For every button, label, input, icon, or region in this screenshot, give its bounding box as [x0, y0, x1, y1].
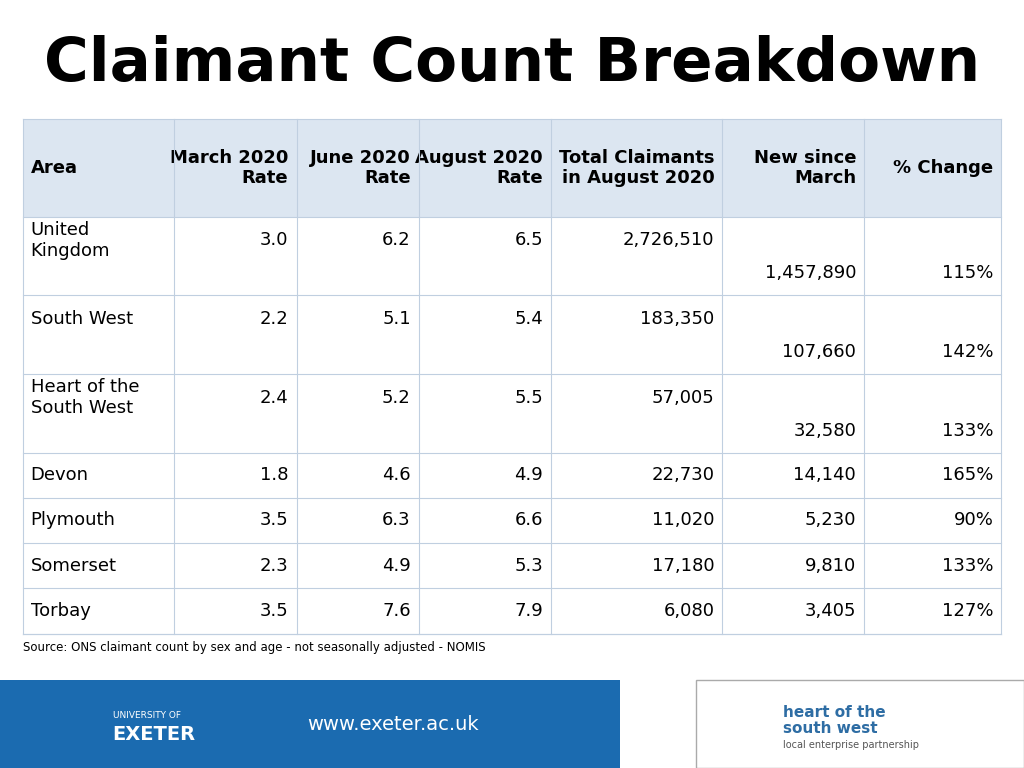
Text: 5.2: 5.2: [382, 389, 411, 406]
Text: Heart of the
South West: Heart of the South West: [31, 378, 139, 417]
Text: 6.3: 6.3: [382, 511, 411, 529]
Text: 4.9: 4.9: [514, 466, 543, 484]
Text: 90%: 90%: [953, 511, 993, 529]
Text: 6,080: 6,080: [664, 602, 715, 620]
Text: 2.2: 2.2: [260, 310, 289, 328]
Polygon shape: [709, 691, 766, 726]
Text: 3.0: 3.0: [260, 231, 289, 250]
Text: Source: ONS claimant count by sex and age - not seasonally adjusted - NOMIS: Source: ONS claimant count by sex and ag…: [23, 641, 485, 654]
Text: South West: South West: [31, 310, 133, 328]
Text: 5.1: 5.1: [382, 310, 411, 328]
Text: 127%: 127%: [942, 602, 993, 620]
Text: heart of the: heart of the: [783, 705, 886, 720]
Text: % Change: % Change: [893, 159, 993, 177]
Text: 165%: 165%: [942, 466, 993, 484]
Text: 9,810: 9,810: [805, 557, 856, 574]
Text: Area: Area: [31, 159, 78, 177]
Text: 6.5: 6.5: [514, 231, 543, 250]
Polygon shape: [737, 712, 766, 753]
Text: Total Claimants
in August 2020: Total Claimants in August 2020: [559, 148, 715, 187]
Text: 17,180: 17,180: [651, 557, 715, 574]
Text: 57,005: 57,005: [651, 389, 715, 406]
Text: 6.6: 6.6: [514, 511, 543, 529]
Text: 142%: 142%: [942, 343, 993, 361]
Text: 5.4: 5.4: [514, 310, 543, 328]
Text: 6.2: 6.2: [382, 231, 411, 250]
Text: 22,730: 22,730: [651, 466, 715, 484]
Text: 7.6: 7.6: [382, 602, 411, 620]
Text: EXETER: EXETER: [113, 726, 196, 744]
Text: 107,660: 107,660: [782, 343, 856, 361]
Text: 133%: 133%: [942, 422, 993, 439]
Text: June 2020
Rate: June 2020 Rate: [310, 148, 411, 187]
Text: Somerset: Somerset: [31, 557, 117, 574]
Text: local enterprise partnership: local enterprise partnership: [783, 740, 920, 750]
Text: 133%: 133%: [942, 557, 993, 574]
Polygon shape: [709, 712, 737, 753]
Text: 5.5: 5.5: [514, 389, 543, 406]
Text: 5,230: 5,230: [805, 511, 856, 529]
Text: 1,457,890: 1,457,890: [765, 264, 856, 283]
Text: 3.5: 3.5: [260, 511, 289, 529]
Text: August 2020
Rate: August 2020 Rate: [416, 148, 543, 187]
Text: 2.3: 2.3: [260, 557, 289, 574]
Text: Claimant Count Breakdown: Claimant Count Breakdown: [44, 35, 980, 94]
Text: south west: south west: [783, 720, 878, 736]
Text: 1.8: 1.8: [260, 466, 289, 484]
Text: 2.4: 2.4: [260, 389, 289, 406]
Text: 5.3: 5.3: [514, 557, 543, 574]
Polygon shape: [709, 726, 766, 753]
Text: 183,350: 183,350: [640, 310, 715, 328]
Text: UNIVERSITY OF: UNIVERSITY OF: [113, 711, 180, 720]
Text: March 2020
Rate: March 2020 Rate: [170, 148, 289, 187]
Text: 14,140: 14,140: [794, 466, 856, 484]
Text: 3.5: 3.5: [260, 602, 289, 620]
Text: New since
March: New since March: [754, 148, 856, 187]
Text: 32,580: 32,580: [794, 422, 856, 439]
Text: 2,726,510: 2,726,510: [623, 231, 715, 250]
Text: 115%: 115%: [942, 264, 993, 283]
Text: 4.6: 4.6: [382, 466, 411, 484]
Text: 7.9: 7.9: [514, 602, 543, 620]
Text: Torbay: Torbay: [31, 602, 90, 620]
Text: 11,020: 11,020: [652, 511, 715, 529]
Text: 4.9: 4.9: [382, 557, 411, 574]
Text: United
Kingdom: United Kingdom: [31, 221, 111, 260]
Text: www.exeter.ac.uk: www.exeter.ac.uk: [307, 715, 479, 733]
Text: Devon: Devon: [31, 466, 89, 484]
Text: Plymouth: Plymouth: [31, 511, 116, 529]
Text: 3,405: 3,405: [805, 602, 856, 620]
